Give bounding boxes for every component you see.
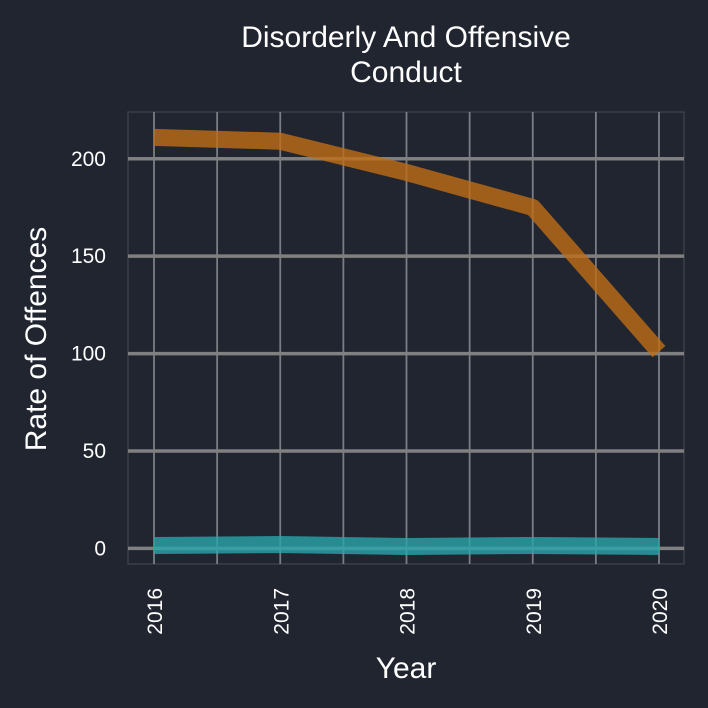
plot-area: 0 50 100 150 200 2016 2017 2018 2019 2020 (71, 111, 685, 635)
x-tick-label-2018: 2018 (397, 588, 420, 635)
y-tick-label-200: 200 (71, 148, 106, 171)
x-tick-label-2016: 2016 (144, 588, 167, 635)
data-point-series-2-2018 (405, 545, 408, 548)
data-point-series-2-2017 (279, 543, 282, 546)
data-point-series-1-2018 (405, 171, 408, 174)
x-axis-title: Year (376, 652, 437, 685)
y-axis-title: Rate of Offences (20, 227, 53, 452)
chart-title-line-2: Conduct (350, 56, 462, 89)
data-point-series-1-2020 (658, 350, 661, 353)
series-line-2 (153, 536, 660, 555)
y-tick-label-0: 0 (94, 537, 106, 560)
y-tick-label-100: 100 (71, 343, 106, 366)
data-point-series-2-2019 (531, 544, 534, 547)
x-tick-label-2020: 2020 (649, 588, 672, 635)
y-tick-label-150: 150 (71, 245, 106, 268)
chart-title-line-1: Disorderly And Offensive (241, 21, 571, 54)
y-tick-label-50: 50 (83, 440, 106, 463)
data-point-series-1-2017 (279, 140, 282, 143)
x-tick-label-2017: 2017 (270, 588, 293, 635)
series-line-1 (153, 128, 666, 358)
data-point-series-1-2016 (153, 136, 156, 139)
data-point-series-2-2020 (658, 545, 661, 548)
data-point-series-1-2019 (531, 206, 534, 209)
x-tick-label-2019: 2019 (523, 588, 546, 635)
data-point-series-2-2016 (153, 544, 156, 547)
